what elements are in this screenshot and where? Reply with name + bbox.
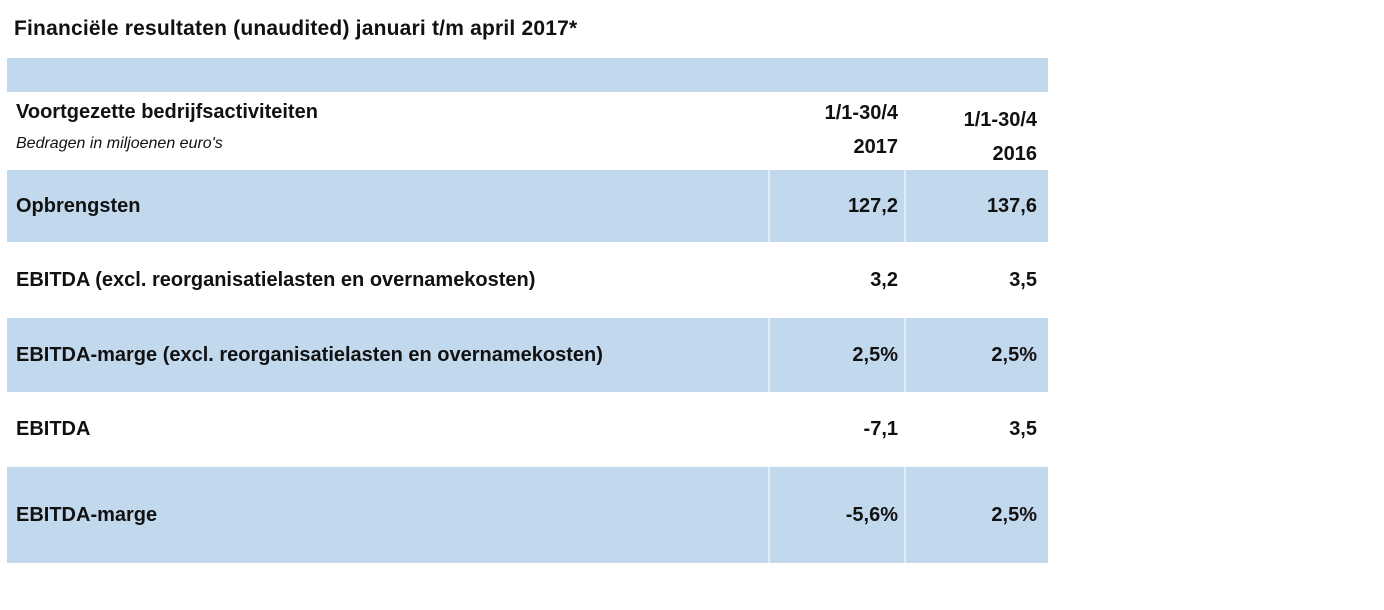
row-value-2016: 3,5 (1009, 268, 1037, 291)
row-value-2017: 3,2 (870, 268, 898, 291)
page-title: Financiële resultaten (unaudited) januar… (14, 17, 578, 40)
column-header-2017: 1/1-30/4 2017 (769, 92, 905, 170)
table-row-ebitda: EBITDA -7,1 3,5 (7, 392, 1048, 467)
table-row-ebitda-excl: EBITDA (excl. reorganisatielasten en ove… (7, 242, 1048, 318)
table-row-opbrengsten: Opbrengsten 127,2 137,6 (7, 170, 1048, 242)
row-value-2017: -7,1 (863, 418, 898, 440)
table-row-ebitda-marge: EBITDA-marge -5,6% 2,5% (7, 467, 1048, 563)
table-header-row: Voortgezette bedrijfsactiviteiten Bedrag… (7, 92, 1048, 170)
row-value-2017: -5,6% (845, 503, 898, 526)
table-top-band (7, 58, 1048, 92)
row-label: EBITDA-marge (excl. reorganisatielasten … (16, 343, 603, 366)
row-value-2017: 127,2 (847, 194, 898, 217)
financial-results-table: Voortgezette bedrijfsactiviteiten Bedrag… (7, 58, 1048, 563)
section-header: Voortgezette bedrijfsactiviteiten (16, 101, 318, 123)
row-label: EBITDA-marge (16, 503, 158, 526)
column-header-2016: 1/1-30/4 2016 (905, 92, 1048, 170)
row-value-2016: 2,5% (991, 343, 1037, 366)
row-value-2016: 2,5% (991, 503, 1037, 526)
row-label: EBITDA (excl. reorganisatielasten en ove… (16, 268, 536, 291)
column-header-2017-period: 1/1-30/4 (824, 102, 898, 124)
row-value-2016: 3,5 (1009, 418, 1037, 440)
row-label: Opbrengsten (16, 194, 141, 217)
header-label-cell: Voortgezette bedrijfsactiviteiten Bedrag… (7, 92, 769, 170)
column-header-2016-year: 2016 (992, 143, 1038, 165)
section-subheader: Bedragen in miljoenen euro's (16, 135, 223, 152)
column-header-2016-period: 1/1-30/4 (963, 109, 1037, 131)
row-label: EBITDA (16, 418, 91, 440)
row-value-2017: 2,5% (852, 343, 898, 366)
row-value-2016: 137,6 (986, 194, 1037, 217)
column-header-2017-year: 2017 (853, 136, 899, 158)
table-row-ebitda-marge-excl: EBITDA-marge (excl. reorganisatielasten … (7, 318, 1048, 392)
